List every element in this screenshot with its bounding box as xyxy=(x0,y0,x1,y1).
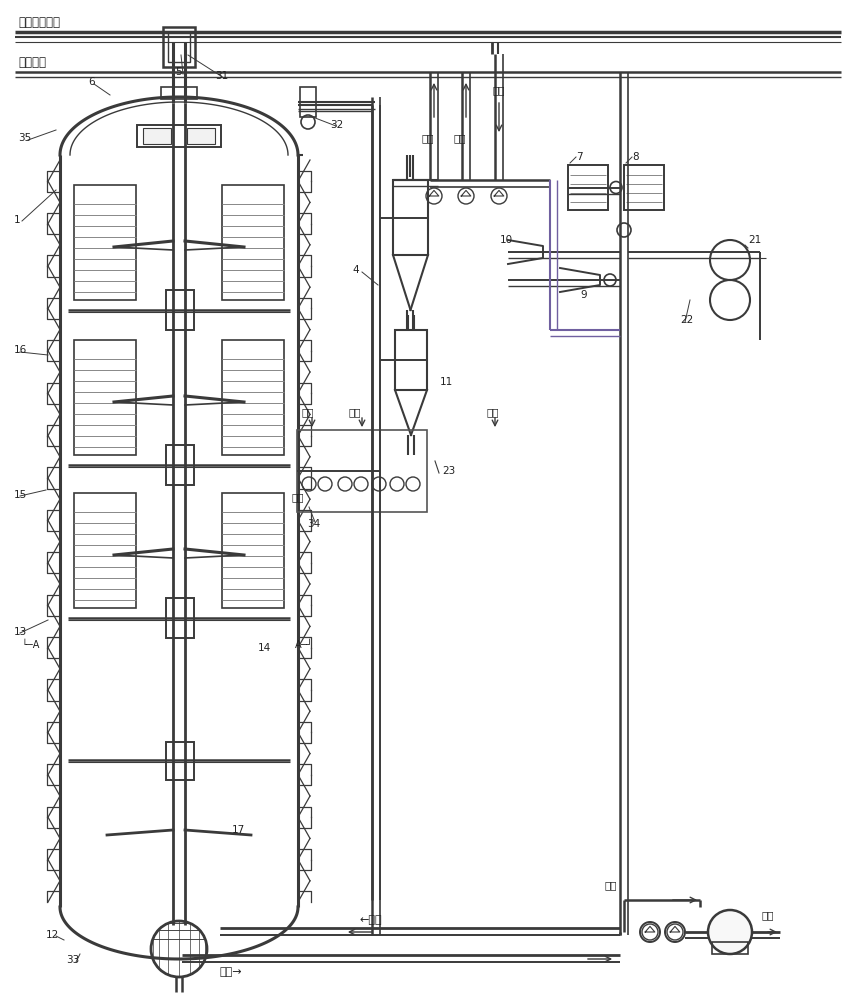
Text: 7: 7 xyxy=(576,152,583,162)
Text: 6: 6 xyxy=(88,77,95,87)
Text: 14: 14 xyxy=(258,643,271,653)
Bar xyxy=(143,128,171,144)
Text: 16: 16 xyxy=(14,345,27,355)
Bar xyxy=(161,87,197,99)
Bar xyxy=(74,340,136,455)
Text: 排污: 排污 xyxy=(605,880,617,890)
Text: 31: 31 xyxy=(215,71,229,81)
Bar xyxy=(395,330,427,390)
Text: 排气: 排气 xyxy=(422,133,435,143)
Text: 移种: 移种 xyxy=(302,407,314,417)
Text: 进气: 进气 xyxy=(493,85,506,95)
Bar xyxy=(168,32,190,62)
Text: 12: 12 xyxy=(46,930,59,940)
Bar xyxy=(166,742,194,780)
Text: A─┘: A─┘ xyxy=(295,640,313,650)
Text: 取样: 取样 xyxy=(292,492,305,502)
Text: 4: 4 xyxy=(352,265,359,275)
Text: 15: 15 xyxy=(14,490,27,500)
Bar xyxy=(166,290,194,330)
Bar xyxy=(222,185,284,300)
Bar xyxy=(222,493,284,608)
Bar xyxy=(74,493,136,608)
Text: 蜒汽: 蜒汽 xyxy=(487,407,500,417)
Text: 补料: 补料 xyxy=(349,407,361,417)
Text: 排气总管: 排气总管 xyxy=(18,55,46,68)
Text: 22: 22 xyxy=(680,315,693,325)
Bar xyxy=(166,598,194,638)
Text: 21: 21 xyxy=(748,235,761,245)
Bar xyxy=(163,27,195,67)
Text: 32: 32 xyxy=(330,120,343,130)
Bar xyxy=(297,430,427,512)
Text: 17: 17 xyxy=(232,825,246,835)
Text: 13: 13 xyxy=(14,627,27,637)
Bar xyxy=(137,125,221,147)
Text: 提取: 提取 xyxy=(762,910,775,920)
Text: 35: 35 xyxy=(18,133,32,143)
Bar xyxy=(74,185,136,300)
Circle shape xyxy=(708,910,752,954)
Bar xyxy=(712,942,748,954)
Bar xyxy=(393,180,428,255)
Text: 34: 34 xyxy=(307,519,320,529)
Text: 11: 11 xyxy=(440,377,453,387)
Bar xyxy=(624,165,664,210)
Text: 23: 23 xyxy=(442,466,455,476)
Bar xyxy=(187,128,215,144)
Text: 33: 33 xyxy=(66,955,80,965)
Text: 9: 9 xyxy=(580,290,586,300)
Text: 10: 10 xyxy=(500,235,513,245)
Text: 二次蜒汽总管: 二次蜒汽总管 xyxy=(18,15,60,28)
Text: └─A: └─A xyxy=(22,640,40,650)
Text: 1: 1 xyxy=(14,215,21,225)
Text: ←空气: ←空气 xyxy=(360,915,383,925)
Text: 排汽: 排汽 xyxy=(454,133,467,143)
Text: 8: 8 xyxy=(632,152,639,162)
Bar xyxy=(300,87,316,117)
Text: 物料→: 物料→ xyxy=(220,967,242,977)
Bar xyxy=(222,340,284,455)
Bar xyxy=(166,445,194,485)
Bar xyxy=(568,165,608,210)
Text: 5: 5 xyxy=(175,67,181,77)
